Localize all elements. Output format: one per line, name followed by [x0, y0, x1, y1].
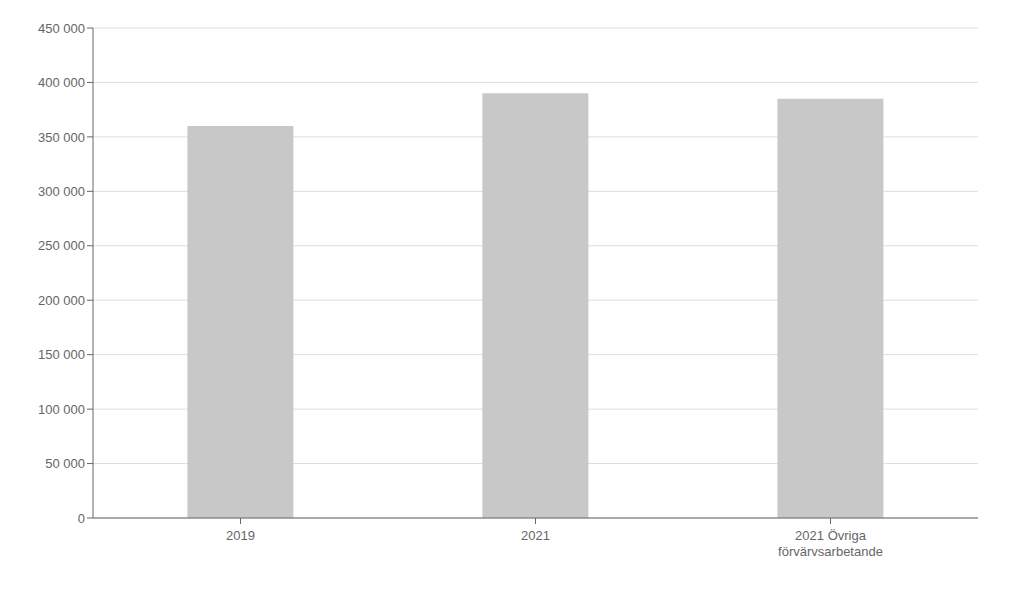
svg-text:0: 0 [78, 511, 85, 526]
svg-text:300 000: 300 000 [38, 184, 85, 199]
svg-text:100 000: 100 000 [38, 402, 85, 417]
svg-text:450 000: 450 000 [38, 21, 85, 36]
svg-text:350 000: 350 000 [38, 130, 85, 145]
svg-text:400 000: 400 000 [38, 75, 85, 90]
svg-text:200 000: 200 000 [38, 293, 85, 308]
svg-text:2019: 2019 [226, 528, 255, 543]
svg-text:2021 Övrigaförvärvsarbetande: 2021 Övrigaförvärvsarbetande [778, 528, 883, 559]
svg-text:50 000: 50 000 [45, 456, 85, 471]
svg-text:150 000: 150 000 [38, 347, 85, 362]
svg-text:2021: 2021 [521, 528, 550, 543]
svg-text:250 000: 250 000 [38, 238, 85, 253]
